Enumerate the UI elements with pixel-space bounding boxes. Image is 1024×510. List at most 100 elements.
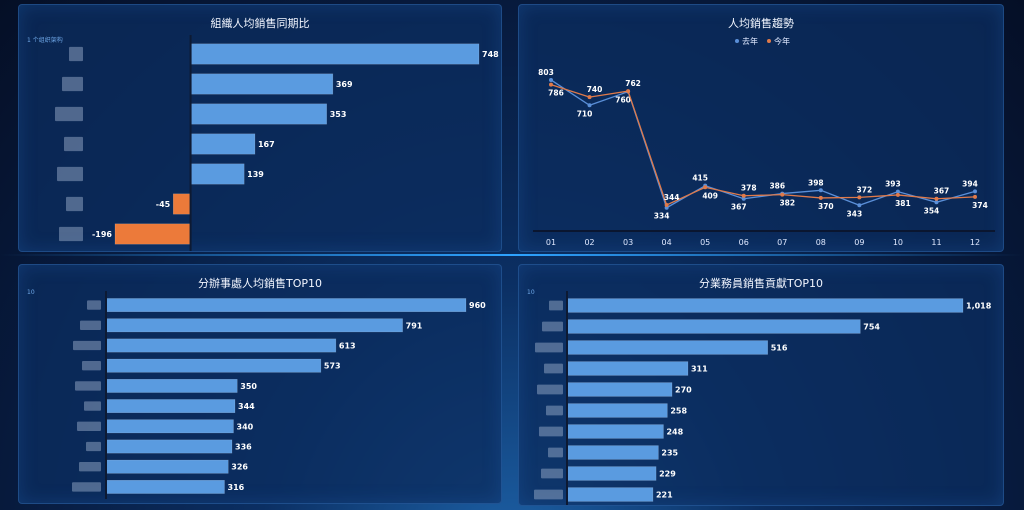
sales-chart-tag: 10 (527, 289, 535, 296)
category-label-blurred (75, 381, 101, 391)
data-point (895, 192, 900, 197)
bar (105, 318, 403, 333)
data-label: 344 (664, 193, 680, 202)
data-label: 367 (934, 187, 950, 196)
data-point (626, 89, 631, 94)
x-tick-label: 03 (623, 238, 633, 247)
office-chart-panel: 分辦事處人均銷售TOP10 10 960 791 613 573 350 344 340 33… (18, 264, 502, 504)
bar (566, 424, 664, 439)
bar (190, 73, 334, 95)
x-tick-label: 07 (777, 238, 787, 247)
office-chart: 960 791 613 573 350 344 340 336 326 316 (72, 291, 486, 499)
data-point (818, 195, 823, 200)
x-tick-label: 10 (893, 238, 903, 247)
bar (566, 298, 964, 313)
data-label: 334 (654, 212, 670, 221)
bar (105, 298, 467, 313)
category-label-blurred (534, 489, 563, 500)
data-point (818, 188, 823, 193)
bar (190, 133, 256, 155)
data-label: 386 (769, 182, 785, 191)
data-label: 394 (962, 179, 978, 188)
x-tick-label: 02 (584, 238, 594, 247)
category-label-blurred (72, 482, 101, 492)
bar (190, 163, 245, 185)
data-point (973, 189, 977, 194)
series-line (550, 79, 976, 209)
data-point (895, 189, 900, 194)
sales-chart-panel: 分業務員銷售貢獻TOP10 10 1,018 754 516 311 270 258 248… (518, 264, 1004, 506)
category-label-blurred (537, 384, 563, 395)
data-label: -45 (156, 200, 171, 209)
org-chart: 748 369 353 167 139 -45 -196 (55, 35, 499, 251)
category-label-blurred (548, 447, 563, 458)
bar (566, 382, 673, 397)
data-point (741, 193, 746, 198)
data-label: 754 (863, 323, 880, 332)
data-label: 316 (228, 483, 245, 492)
bar (105, 378, 238, 393)
data-label: 803 (538, 68, 554, 77)
data-label: 354 (924, 206, 940, 215)
category-label-blurred (77, 421, 101, 431)
category-label-blurred (542, 321, 563, 332)
data-label: 270 (675, 386, 692, 395)
bar (105, 459, 229, 474)
category-label-blurred (57, 166, 83, 182)
data-label: 740 (587, 85, 603, 94)
office-chart-tag: 10 (27, 289, 35, 296)
bar (566, 487, 654, 502)
x-tick-label: 05 (700, 238, 710, 247)
category-label-blurred (62, 76, 83, 92)
data-label: 221 (656, 491, 673, 500)
bar (566, 319, 861, 334)
data-point (857, 203, 862, 208)
sales-chart-title: 分業務員銷售貢獻TOP10 (698, 277, 823, 290)
data-point (587, 103, 592, 108)
data-point (780, 192, 785, 197)
data-label: 374 (972, 201, 988, 210)
bar (566, 466, 657, 481)
data-label: 258 (670, 407, 687, 416)
data-label: 336 (235, 443, 252, 452)
data-label: 340 (237, 422, 254, 431)
data-label: 367 (731, 203, 747, 212)
data-label: 748 (482, 50, 499, 59)
series-line (550, 83, 976, 206)
data-label: 229 (659, 470, 676, 479)
bar (566, 340, 768, 355)
category-label-blurred (549, 300, 563, 311)
category-label-blurred (539, 426, 563, 437)
org-chart-panel: 組織人均銷售同期比 1 个组织架构 748 369 353 167 139 -45 -196 (18, 4, 502, 252)
bar (566, 361, 689, 376)
trend-chart-title: 人均銷售趨勢 (728, 17, 794, 30)
category-label-blurred (535, 342, 563, 353)
category-label-blurred (69, 46, 83, 62)
data-label: 248 (666, 428, 683, 437)
data-point (857, 195, 862, 200)
org-chart-title: 組織人均銷售同期比 (210, 17, 310, 30)
bar (114, 223, 191, 245)
data-label: 370 (818, 202, 834, 211)
data-point (934, 200, 939, 205)
data-label: 613 (339, 342, 356, 351)
data-point (549, 82, 553, 87)
category-label-blurred (59, 226, 83, 242)
data-label: 786 (548, 89, 564, 98)
data-label: 235 (661, 449, 678, 458)
category-label-blurred (66, 196, 83, 212)
bar (105, 419, 234, 434)
bar (190, 43, 480, 65)
category-label-blurred (73, 340, 101, 351)
data-label: -196 (92, 230, 112, 239)
bar (105, 358, 322, 373)
data-point (703, 185, 708, 190)
legend-marker (767, 39, 771, 43)
data-label: 710 (577, 109, 593, 118)
data-point (934, 196, 939, 201)
data-label: 350 (240, 382, 257, 391)
category-label-blurred (82, 361, 101, 371)
data-label: 381 (895, 199, 911, 208)
x-tick-label: 09 (854, 238, 864, 247)
data-label: 369 (336, 80, 353, 89)
